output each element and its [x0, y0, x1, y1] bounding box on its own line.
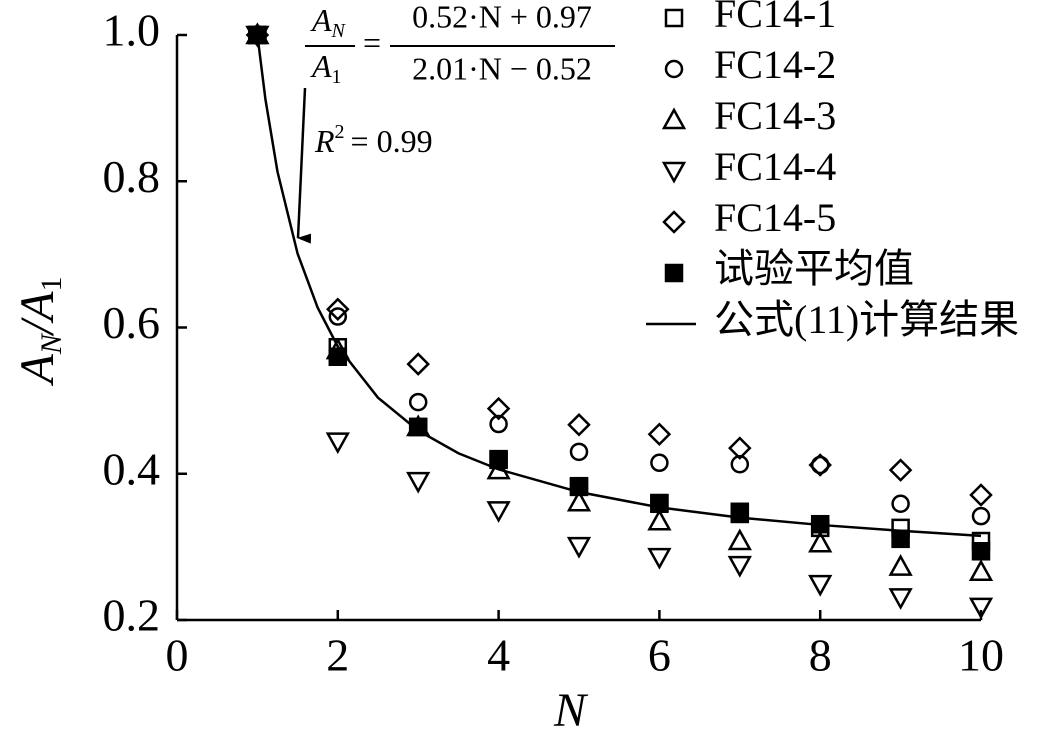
- x-axis-label: N: [553, 684, 589, 737]
- r2-part: 2: [335, 121, 345, 143]
- legend-label: 试验平均值: [714, 246, 914, 291]
- x-tick-label: 8: [809, 630, 832, 681]
- y-label-part: /A: [11, 291, 64, 337]
- marker: [408, 417, 428, 437]
- marker: [664, 8, 684, 28]
- legend-label: 公式(11)计算结果: [714, 297, 1019, 342]
- marker: [968, 597, 994, 620]
- marker: [566, 536, 592, 559]
- marker: [489, 450, 508, 470]
- x-tick-label: 4: [487, 630, 510, 681]
- marker: [406, 352, 430, 376]
- marker: [569, 442, 589, 462]
- legend: FC14-1 FC14-2 FC14-3 FC14-4 FC14-5 试验平均值公式(11…: [646, 0, 1019, 342]
- x-tick-label: 2: [326, 630, 349, 681]
- marker: [486, 396, 511, 421]
- marker: [891, 529, 910, 549]
- marker: [888, 458, 913, 482]
- y-tick-label: 0.4: [103, 443, 161, 494]
- marker: [489, 414, 508, 434]
- y-tick-label: 0.8: [103, 151, 161, 202]
- marker: [730, 454, 750, 474]
- fit-lhs-num: AN: [310, 2, 347, 41]
- fit-part: A: [310, 48, 332, 84]
- y-label-part: N: [35, 332, 68, 355]
- fit-lhs-den: A1: [310, 48, 342, 87]
- marker: [325, 432, 350, 455]
- fit-rhs-num: 0.52·N + 0.97: [412, 0, 592, 34]
- marker: [486, 501, 511, 523]
- fit-curve: [256, 34, 982, 538]
- marker: [968, 559, 994, 581]
- marker: [566, 489, 592, 512]
- marker: [647, 508, 672, 531]
- marker: [728, 436, 752, 460]
- marker: [808, 574, 833, 597]
- marker: [567, 412, 591, 437]
- marker: [328, 307, 348, 326]
- y-label-part: A: [11, 354, 64, 387]
- fit-eq: =: [363, 24, 381, 60]
- marker: [888, 554, 913, 576]
- fit-rhs-den: 2.01·N − 0.52: [412, 50, 592, 86]
- r2: R2 = 0.99: [314, 121, 433, 160]
- marker: [661, 161, 687, 184]
- y-tick-label: 1.0: [103, 5, 161, 56]
- marker: [661, 107, 687, 130]
- marker: [808, 453, 832, 477]
- marker: [891, 494, 910, 513]
- y-tick-label: 0.2: [103, 590, 161, 641]
- legend-label: FC14-3: [714, 93, 836, 138]
- marker: [647, 547, 672, 570]
- fit-part: N: [331, 20, 347, 42]
- x-tick-label: 6: [648, 630, 671, 681]
- marker: [888, 588, 913, 610]
- legend-label: FC14-1: [714, 0, 836, 36]
- y-label-part: 1: [35, 277, 68, 292]
- marker: [727, 528, 752, 551]
- marker: [810, 455, 830, 475]
- y-tick-label: 0.6: [103, 297, 161, 348]
- marker: [971, 506, 991, 526]
- marker: [326, 297, 350, 321]
- marker: [808, 530, 833, 553]
- marker: [647, 422, 672, 447]
- y-axis-label: AN/A1: [11, 277, 68, 387]
- marker: [969, 483, 993, 507]
- fit-part: 1: [332, 66, 342, 88]
- fit-part: A: [310, 2, 332, 38]
- marker: [328, 347, 348, 366]
- x-tick-label: 10: [958, 630, 1004, 681]
- marker: [662, 210, 686, 234]
- annotation: AN A1 = 0.52·N + 0.97 2.01·N − 0.52 R2 = …: [305, 0, 615, 159]
- marker: [730, 502, 750, 522]
- marker: [664, 263, 684, 283]
- legend-label: FC14-5: [714, 195, 836, 240]
- marker: [650, 453, 669, 473]
- marker: [664, 59, 684, 79]
- marker: [406, 471, 431, 494]
- arrow: [296, 87, 312, 244]
- marker: [971, 542, 991, 561]
- r2-part: R: [314, 123, 335, 159]
- r2-part: = 0.99: [351, 123, 433, 159]
- marker: [727, 555, 752, 578]
- x-tick-label: 0: [166, 630, 189, 681]
- legend-label: FC14-2: [714, 42, 836, 87]
- legend-label: FC14-4: [714, 144, 836, 189]
- marker: [408, 392, 428, 412]
